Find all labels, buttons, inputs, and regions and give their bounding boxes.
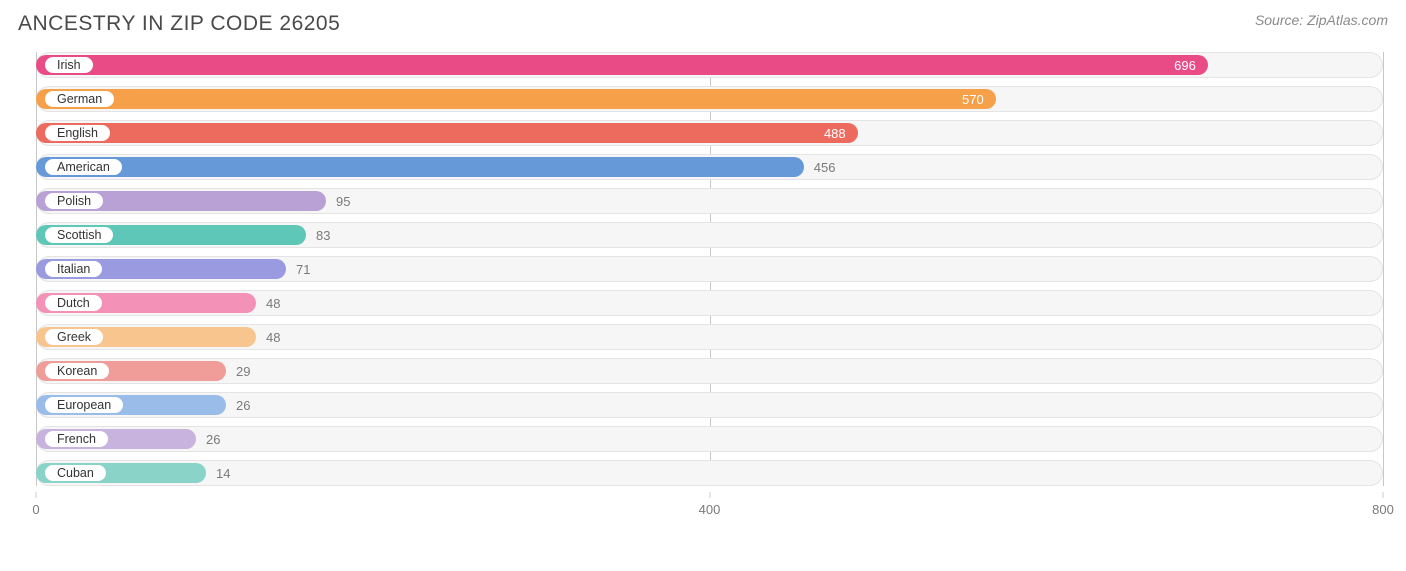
bar-category-pill: Scottish [45, 227, 113, 243]
bar-row: European 26 [18, 392, 1388, 418]
bar-category-pill: Cuban [45, 465, 106, 481]
tick-label: 800 [1372, 502, 1394, 517]
bar-category-pill: Italian [45, 261, 102, 277]
bar-row: Greek 48 [18, 324, 1388, 350]
bar-value-label: 95 [326, 188, 350, 214]
bar-category-pill: French [45, 431, 108, 447]
bar-row: Irish696 [18, 52, 1388, 78]
bar-value-label: 14 [206, 460, 230, 486]
bar-value-label: 570 [36, 86, 984, 112]
tick-line [1383, 492, 1384, 498]
x-axis: 0400800 [18, 494, 1388, 520]
bar-value-label: 83 [306, 222, 330, 248]
bar-row: German570 [18, 86, 1388, 112]
bar-track [36, 426, 1383, 452]
bar-row: Scottish 83 [18, 222, 1388, 248]
chart-source: Source: ZipAtlas.com [1255, 12, 1388, 28]
bar-value-label: 71 [286, 256, 310, 282]
bar-row: American 456 [18, 154, 1388, 180]
bar-row: Dutch 48 [18, 290, 1388, 316]
chart-header: ANCESTRY IN ZIP CODE 26205 Source: ZipAt… [18, 12, 1388, 36]
bar-row: Polish 95 [18, 188, 1388, 214]
tick-label: 0 [32, 502, 39, 517]
source-value: ZipAtlas.com [1307, 12, 1388, 28]
bar-value-label: 26 [196, 426, 220, 452]
bar-value-label: 29 [226, 358, 250, 384]
tick-label: 400 [699, 502, 721, 517]
source-label: Source: [1255, 12, 1303, 28]
bar-category-pill: Polish [45, 193, 103, 209]
bar-category-pill: Dutch [45, 295, 102, 311]
bar-value-label: 696 [36, 52, 1196, 78]
bar-value-label: 26 [226, 392, 250, 418]
chart-title: ANCESTRY IN ZIP CODE 26205 [18, 12, 340, 36]
bar-value-label: 48 [256, 324, 280, 350]
bar-category-pill: Greek [45, 329, 103, 345]
bar-track [36, 460, 1383, 486]
bar-value-label: 456 [804, 154, 836, 180]
bars-container: Irish696 German570 English488 American 456 Po… [18, 52, 1388, 486]
bar-category-pill: European [45, 397, 123, 413]
bar-category-pill: Korean [45, 363, 109, 379]
bar-category-pill: American [45, 159, 122, 175]
tick-line [36, 492, 37, 498]
bar [36, 157, 804, 177]
bar-value-label: 488 [36, 120, 846, 146]
bar-row: Cuban 14 [18, 460, 1388, 486]
tick-line [709, 492, 710, 498]
bar-row: French 26 [18, 426, 1388, 452]
bar-row: Italian 71 [18, 256, 1388, 282]
chart-area: Irish696 German570 English488 American 456 Po… [18, 52, 1388, 520]
bar-row: Korean 29 [18, 358, 1388, 384]
bar-row: English488 [18, 120, 1388, 146]
bar-value-label: 48 [256, 290, 280, 316]
